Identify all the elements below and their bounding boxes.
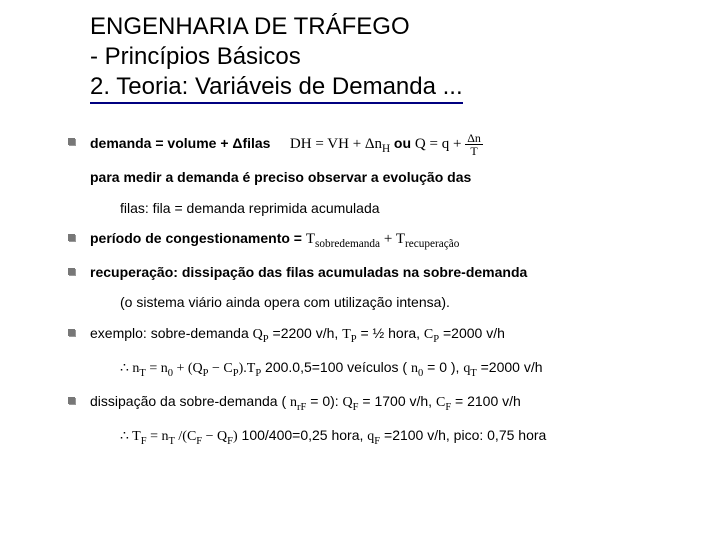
plus: + <box>384 231 396 247</box>
title-line1: ENGENHARIA DE TRÁFEGO <box>90 12 690 42</box>
line-calc1: ∴ nT = n0 + (QP − CP).TP 200.0,5=100 veí… <box>90 357 690 381</box>
line-para-medir: para medir a demanda é preciso observar … <box>90 167 690 187</box>
ou-label: ou <box>394 135 415 151</box>
periodo-label: período de congestionamento = <box>90 230 306 246</box>
line-sistema: (o sistema viário ainda opera com utiliz… <box>90 292 690 312</box>
line-periodo: período de congestionamento = Tsobredema… <box>90 228 690 252</box>
slide-root: ENGENHARIA DE TRÁFEGO - Princípios Básic… <box>0 0 720 469</box>
title-line2: - Princípios Básicos <box>90 42 690 72</box>
demanda-label: demanda = volume + Δfilas <box>90 135 270 151</box>
line-demanda: demanda = volume + Δfilas DH = VH + ΔnH … <box>90 132 690 157</box>
line-dissip: dissipação da sobre-demanda ( nrF = 0): … <box>90 391 690 415</box>
title-line3: 2. Teoria: Variáveis de Demanda ... <box>90 72 463 104</box>
bullet-icon <box>68 234 75 241</box>
ex-label: exemplo: sobre-demanda <box>90 325 253 341</box>
bullet-icon <box>68 329 75 336</box>
line-calc2: ∴ TF = nT /(CF − QF) 100/400=0,25 hora, … <box>90 425 690 449</box>
dh-expr: DH = VH + ΔnH <box>290 136 394 152</box>
title-line3-dots: ... <box>443 73 463 100</box>
line-exemplo: exemplo: sobre-demanda QP =2200 v/h, TP … <box>90 323 690 347</box>
q-expr: Q = q + ΔnT <box>415 136 483 152</box>
t-recup: Trecuperação <box>396 231 460 247</box>
bullet-icon <box>68 138 75 145</box>
content-block: demanda = volume + Δfilas DH = VH + ΔnH … <box>90 132 690 449</box>
title-block: ENGENHARIA DE TRÁFEGO - Princípios Básic… <box>90 12 690 104</box>
line-recup: recuperação: dissipação das filas acumul… <box>90 262 690 282</box>
title-line3-text: 2. Teoria: Variáveis de Demanda <box>90 73 443 100</box>
bullet-icon <box>68 268 75 275</box>
bullet-icon <box>68 397 75 404</box>
line-filas: filas: fila = demanda reprimida acumulad… <box>90 198 690 218</box>
t-sobre: Tsobredemanda <box>306 231 380 247</box>
